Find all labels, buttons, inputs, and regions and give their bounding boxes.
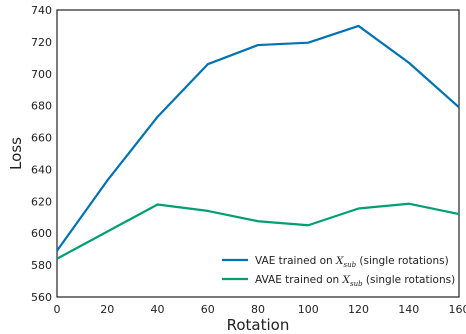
- y-tick-label: 620: [31, 195, 52, 208]
- x-tick-label: 80: [251, 303, 265, 316]
- x-tick-label: 100: [298, 303, 319, 316]
- y-tick-label: 640: [31, 163, 52, 176]
- x-tick-label: 20: [100, 303, 114, 316]
- y-axis-title: Loss: [7, 137, 25, 170]
- x-tick-label: 40: [151, 303, 165, 316]
- x-axis-ticks: 0 20 40 60 80 100 120 140 160: [54, 303, 466, 316]
- series-line-1: [56, 24, 460, 252]
- y-tick-label: 720: [31, 36, 52, 49]
- legend-label-2: AVAE trained on Xsub (single rotations): [255, 274, 455, 288]
- y-tick-label: 600: [31, 227, 52, 240]
- x-tick-label: 160: [449, 303, 466, 316]
- plot-area-border: [56, 9, 460, 298]
- x-axis-title: Rotation: [227, 316, 290, 334]
- y-tick-label: 560: [31, 291, 52, 304]
- plot-frame: [56, 9, 460, 298]
- legend: VAE trained on Xsub (single rotations) AV…: [222, 255, 455, 288]
- series-line-2: [56, 202, 460, 260]
- y-tick-label: 660: [31, 132, 52, 145]
- series-lines: [56, 24, 460, 260]
- x-tick-label: 120: [348, 303, 369, 316]
- y-tick-label: 700: [31, 68, 52, 81]
- y-tick-label: 580: [31, 259, 52, 272]
- x-tick-label: 0: [54, 303, 61, 316]
- y-tick-label: 680: [31, 100, 52, 113]
- legend-label-1: VAE trained on Xsub (single rotations): [255, 255, 449, 269]
- y-axis-ticks: 560 580 600 620 640 660 680 700 720 740: [31, 4, 52, 304]
- x-tick-label: 140: [398, 303, 419, 316]
- x-tick-label: 60: [201, 303, 215, 316]
- y-tick-label: 740: [31, 4, 52, 17]
